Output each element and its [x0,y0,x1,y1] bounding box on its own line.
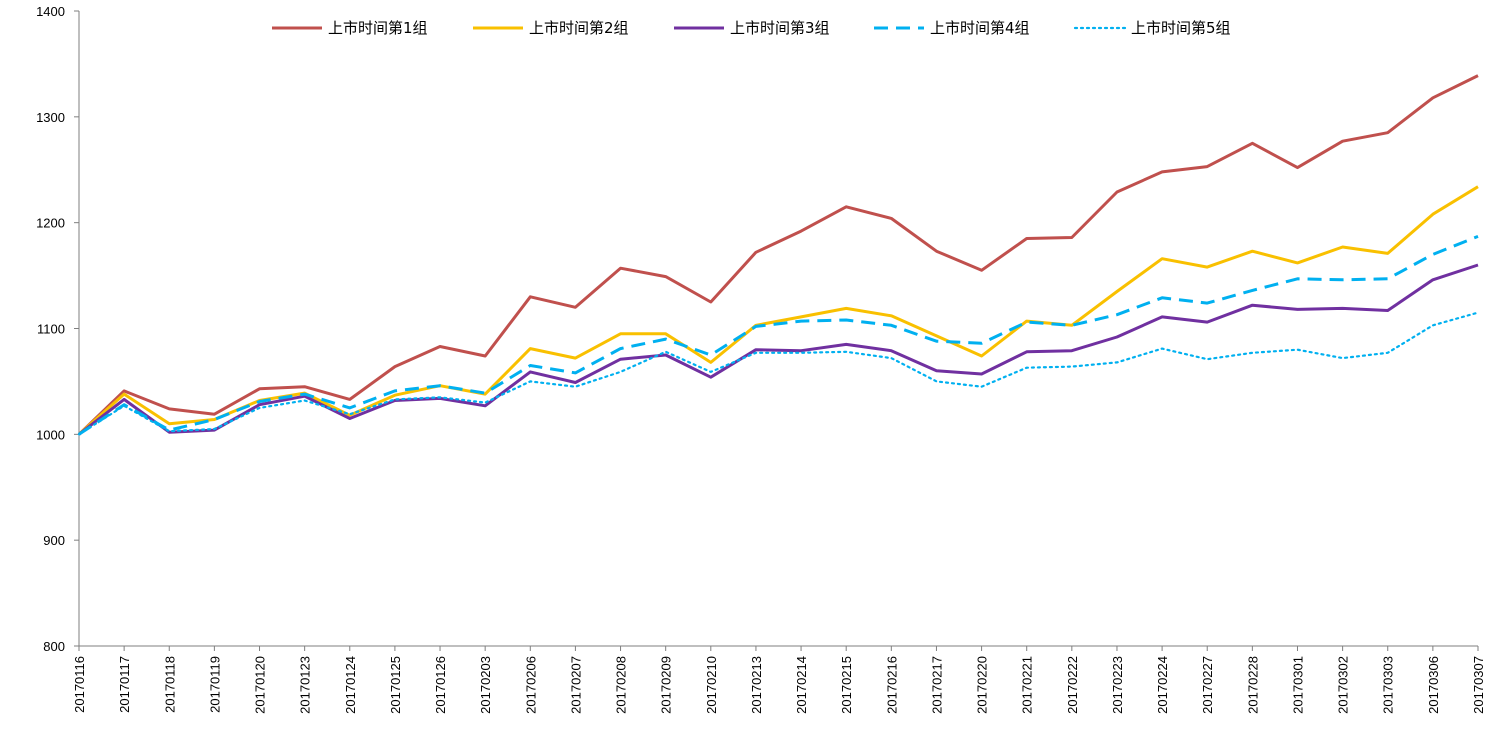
y-tick-label: 1100 [37,322,65,337]
legend-label-4: 上市时间第4组 [930,19,1030,37]
legend: 上市时间第1组 上市时间第2组 上市时间第3组 上市时间第4组 上市时间第5组 [272,19,1231,37]
series-layer [77,74,1480,436]
x-tick-label: 20170217 [929,656,944,714]
x-tick-label: 20170221 [1020,656,1035,714]
x-tick-label: 20170301 [1290,656,1305,714]
y-tick-label: 1000 [36,427,65,442]
series-line-4 [78,235,1479,436]
x-tick-label: 20170214 [794,656,809,714]
x-tick-label: 20170223 [1110,656,1125,714]
x-tick-label: 20170210 [704,656,719,714]
y-tick-label: 1400 [36,4,65,19]
x-tick-label: 20170303 [1381,656,1396,714]
x-tick-label: 20170224 [1155,656,1170,714]
x-tick-label: 20170220 [975,656,990,714]
legend-label-3: 上市时间第3组 [730,19,830,37]
y-tick-label: 1200 [36,216,65,231]
x-tick-label: 20170307 [1471,656,1486,714]
x-tick-label: 20170213 [749,656,764,714]
x-tick-label: 20170119 [207,656,222,713]
x-axis: 20170116 20170117 20170118 20170119 20170120… [72,645,1486,714]
x-tick-label: 20170203 [478,656,493,714]
x-tick-label: 20170207 [568,656,583,714]
x-tick-label: 20170222 [1065,656,1080,714]
x-tick-label: 20170208 [614,656,629,714]
y-tick-label: 900 [43,533,65,548]
y-axis: 800 900 1000 1100 1200 1300 1400 [36,4,80,654]
legend-label-1: 上市时间第1组 [328,19,428,37]
y-tick-label: 1300 [36,110,65,125]
x-tick-label: 20170125 [388,656,403,714]
x-tick-label: 20170306 [1426,656,1441,714]
legend-label-2: 上市时间第2组 [529,19,629,37]
y-tick-label: 800 [43,639,65,654]
x-tick-label: 20170123 [298,656,313,714]
series-line-5 [77,311,1480,436]
x-tick-label: 20170118 [162,656,177,713]
x-tick-label: 20170215 [839,656,854,714]
x-tick-label: 20170302 [1336,656,1351,714]
series-line-1 [77,74,1479,436]
x-tick-label: 20170126 [433,656,448,714]
x-tick-label: 20170124 [343,656,358,714]
x-tick-label: 20170227 [1200,656,1215,714]
x-tick-label: 20170116 [72,656,87,713]
x-tick-label: 20170120 [253,656,268,714]
x-tick-label: 20170228 [1245,656,1260,714]
legend-label-5: 上市时间第5组 [1131,19,1231,37]
x-tick-label: 20170209 [659,656,674,714]
x-tick-label: 20170216 [884,656,899,714]
x-tick-label: 20170117 [117,656,132,713]
x-tick-label: 20170206 [523,656,538,714]
series-line-3 [78,263,1479,436]
